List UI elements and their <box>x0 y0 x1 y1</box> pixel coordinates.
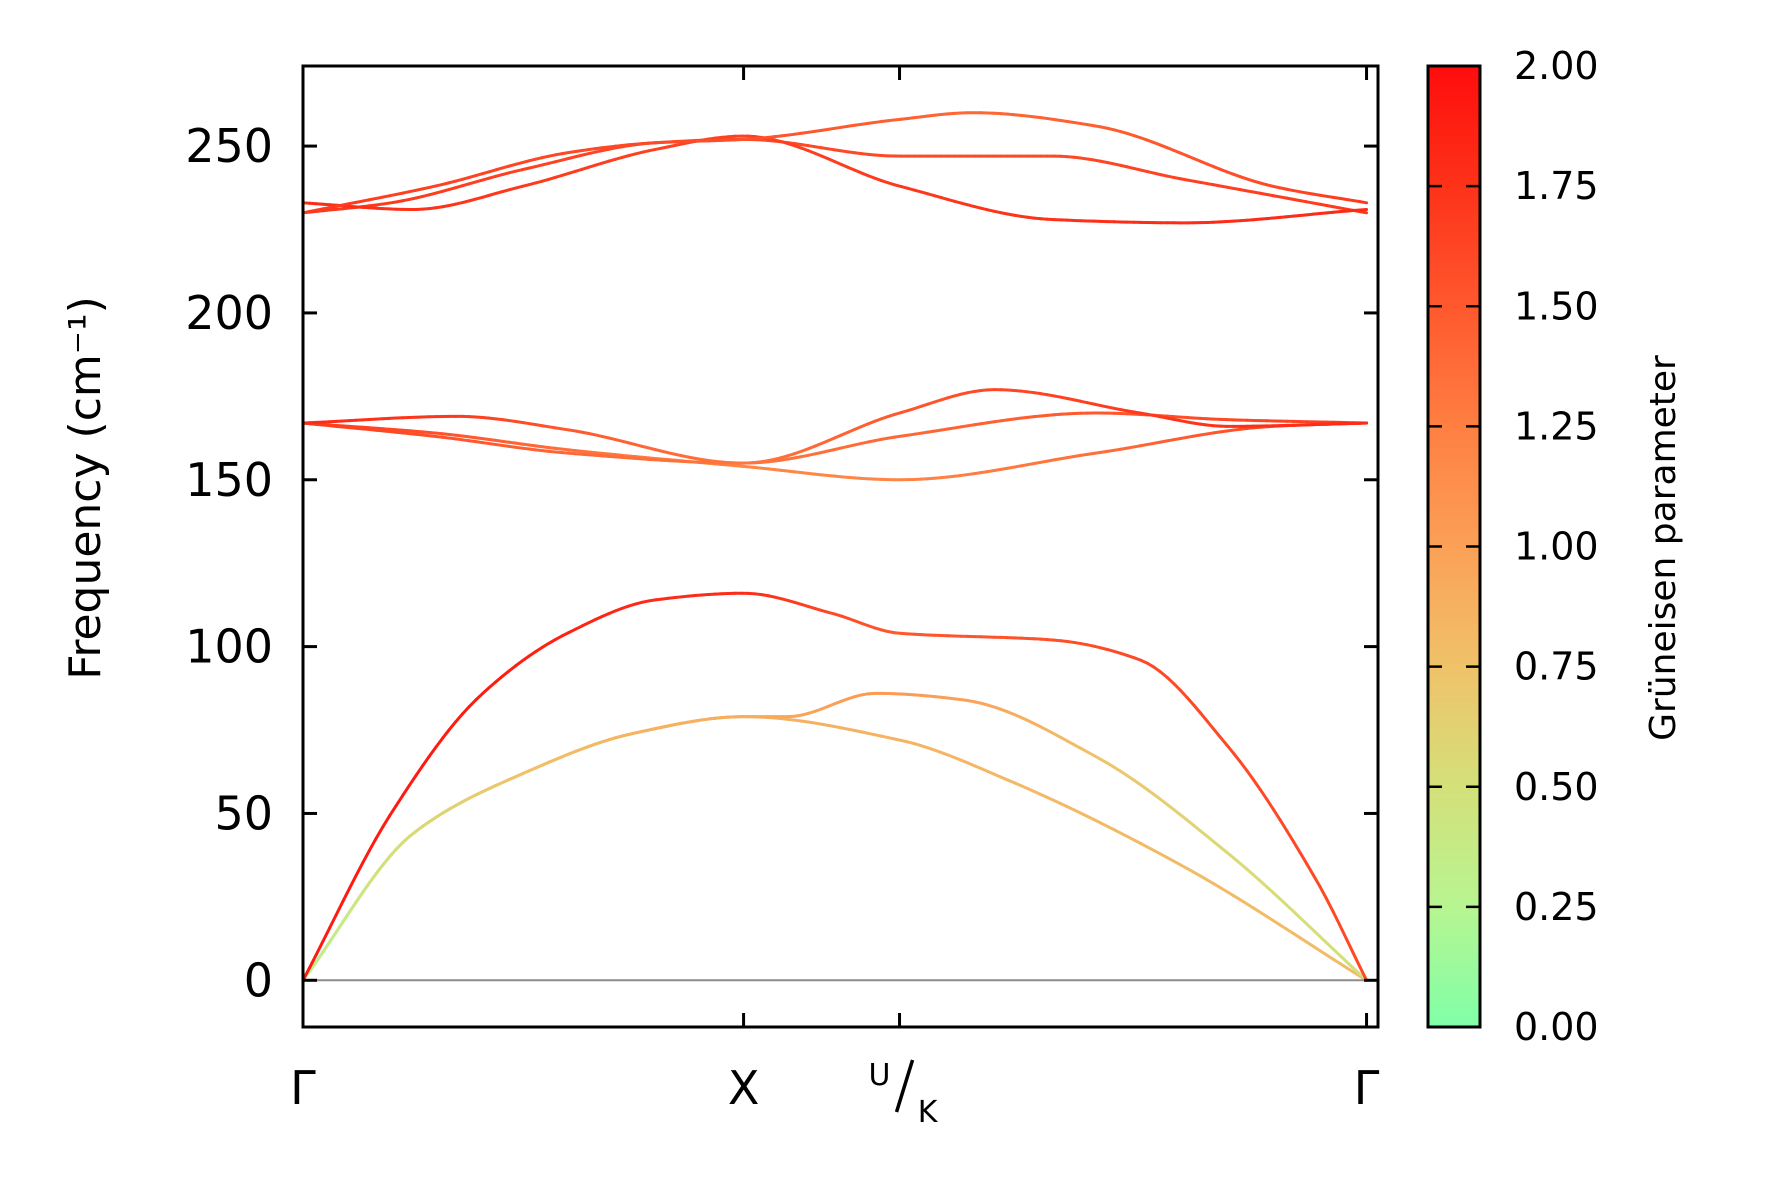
y-tick-label: 100 <box>185 620 273 674</box>
x-tick-label: UK <box>869 1058 939 1130</box>
x-tick-labels: Γ X UK Γ <box>290 1058 1380 1130</box>
x-tick-label: X <box>728 1061 760 1115</box>
x-tick-label: Γ <box>290 1061 316 1115</box>
colorbar-tick-label: 0.00 <box>1514 1005 1599 1049</box>
plot-frame <box>301 64 1380 1029</box>
y-tick-labels: 0 50 100 150 200 250 <box>185 119 273 1007</box>
colorbar-tick-label: 0.75 <box>1514 645 1599 689</box>
colorbar-tick-label: 2.00 <box>1514 44 1599 88</box>
colorbar-frame <box>1426 64 1482 1029</box>
colorbar-tick-label: 1.50 <box>1514 284 1599 328</box>
phonon-bands <box>301 111 1369 982</box>
band-9 <box>301 111 1369 215</box>
y-tick-label: 50 <box>214 786 273 840</box>
colorbar-tick-label: 1.75 <box>1514 164 1599 208</box>
y-tick-label: 200 <box>185 286 273 340</box>
svg-text:U: U <box>869 1058 891 1093</box>
y-axis-label: Frequency (cm⁻¹) <box>60 296 111 680</box>
colorbar-tick-label: 1.25 <box>1514 404 1599 448</box>
band-3 <box>301 591 1369 982</box>
colorbar-tick-labels: 0.00 0.25 0.50 0.75 1.00 1.25 1.50 1.75 2.00 <box>1514 44 1599 1049</box>
y-tick-label: 250 <box>185 119 273 173</box>
band-2 <box>301 691 1369 982</box>
y-tick-label: 150 <box>185 453 273 507</box>
x-tick-label: Γ <box>1354 1061 1380 1115</box>
colorbar-tick-label: 1.00 <box>1514 525 1599 569</box>
band-6 <box>301 388 1369 465</box>
y-tick-label: 0 <box>244 953 273 1007</box>
colorbar-tick-label: 0.25 <box>1514 885 1599 929</box>
svg-text:K: K <box>918 1095 939 1130</box>
colorbar-tick-label: 0.50 <box>1514 765 1599 809</box>
colorbar-label: Grüneisen parameter <box>1643 355 1684 741</box>
band-4 <box>301 421 1369 482</box>
axis-ticks <box>301 66 1378 1027</box>
band-1 <box>301 715 1369 982</box>
band-8 <box>301 134 1369 225</box>
